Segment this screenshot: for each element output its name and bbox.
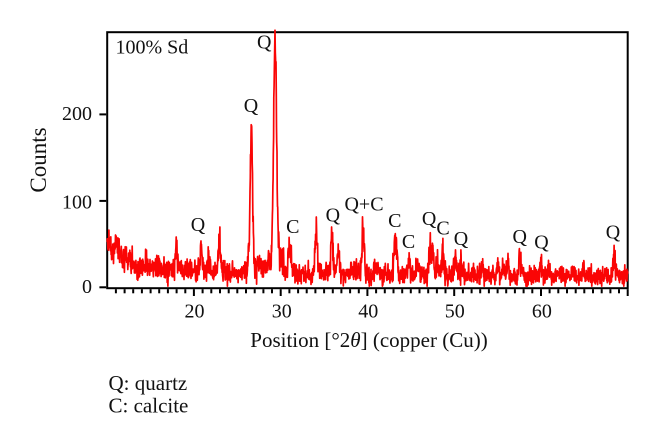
- svg-text:200: 200: [62, 103, 92, 125]
- svg-text:Q: Q: [244, 95, 259, 117]
- svg-text:Q: quartz: Q: quartz: [109, 371, 188, 395]
- svg-text:Q: Q: [257, 32, 272, 54]
- svg-text:C: C: [388, 210, 401, 232]
- svg-text:Q+C: Q+C: [344, 194, 383, 216]
- svg-text:C: C: [402, 231, 415, 253]
- svg-text:40: 40: [358, 301, 378, 323]
- svg-text:Q: Q: [512, 226, 527, 248]
- svg-text:Q: Q: [534, 232, 549, 254]
- svg-text:C: C: [436, 218, 449, 240]
- svg-text:50: 50: [445, 301, 465, 323]
- svg-text:100: 100: [62, 191, 92, 213]
- svg-text:30: 30: [272, 301, 292, 323]
- svg-text:Q: Q: [326, 204, 341, 226]
- svg-text:Q: Q: [454, 228, 469, 250]
- svg-text:100% Sd: 100% Sd: [116, 37, 189, 59]
- svg-text:20: 20: [185, 301, 205, 323]
- svg-text:C: C: [286, 216, 299, 238]
- svg-text:0: 0: [82, 276, 92, 298]
- svg-text:Q: Q: [191, 214, 206, 236]
- svg-text:Q: Q: [422, 208, 437, 230]
- svg-text:C: calcite: C: calcite: [109, 394, 189, 418]
- svg-text:Position [°2θ] (copper (Cu)): Position [°2θ] (copper (Cu)): [250, 328, 487, 352]
- svg-text:Q: Q: [606, 222, 621, 244]
- svg-text:Counts: Counts: [26, 127, 51, 192]
- svg-text:60: 60: [532, 301, 552, 323]
